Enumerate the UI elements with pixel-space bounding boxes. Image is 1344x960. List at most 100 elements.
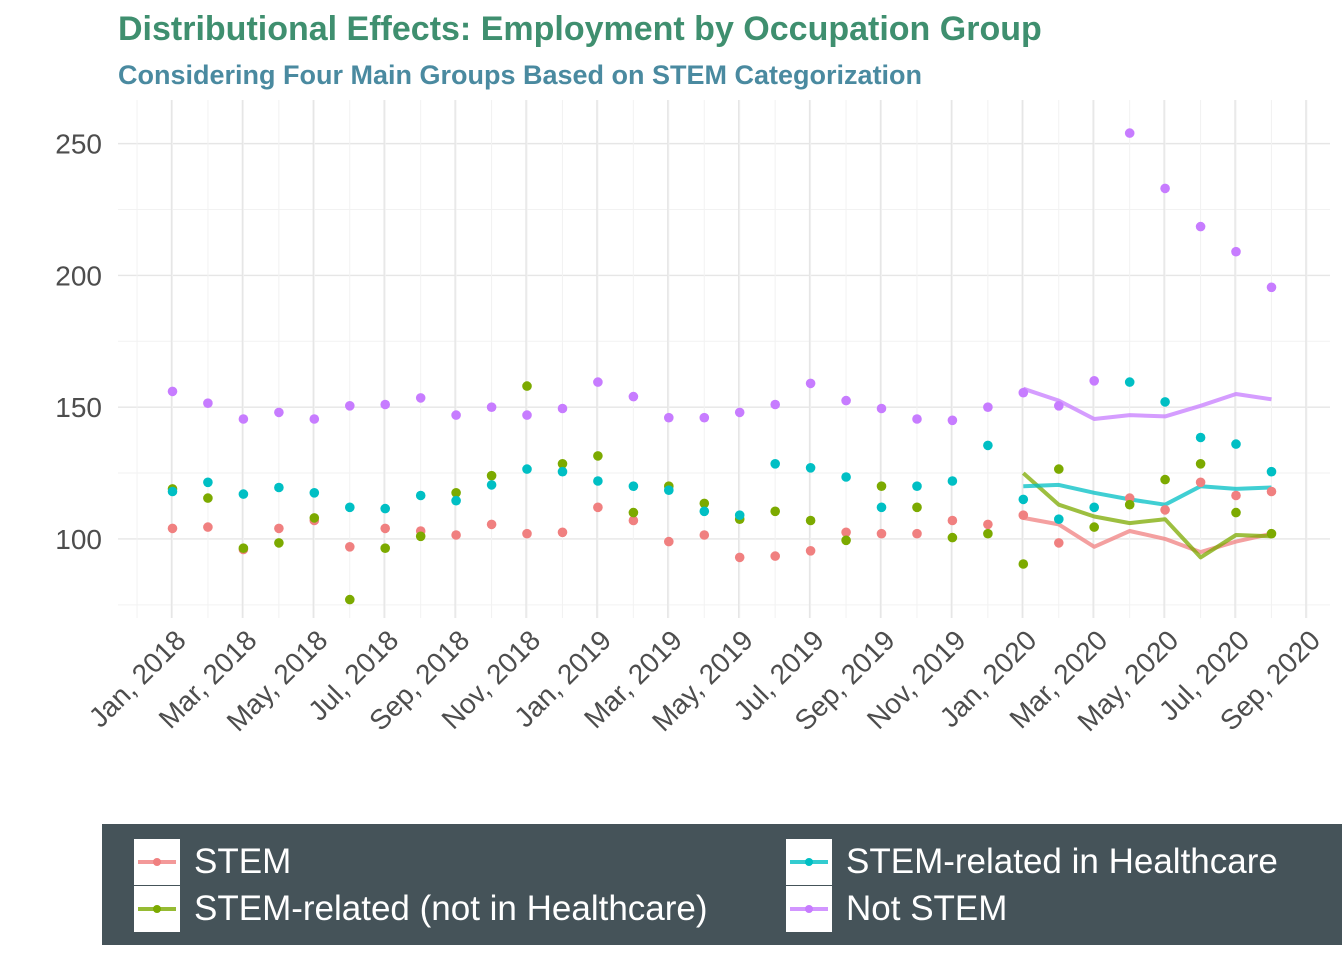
data-point	[983, 402, 993, 413]
data-point	[380, 503, 391, 514]
data-point	[1266, 466, 1277, 477]
data-point	[593, 451, 603, 461]
data-point	[983, 440, 993, 451]
data-point	[1054, 538, 1064, 548]
data-point	[805, 546, 816, 556]
y-tick-label: 150	[55, 392, 102, 423]
data-point	[1018, 559, 1029, 569]
data-point	[203, 477, 213, 488]
data-point	[593, 476, 603, 486]
data-point	[1195, 459, 1206, 469]
data-point	[876, 528, 887, 539]
data-point	[203, 522, 213, 532]
series-line	[1021, 471, 1272, 560]
data-point	[451, 488, 461, 498]
data-point	[805, 463, 816, 473]
legend-item-stem-related-healthcare: STEM-related in Healthcare	[786, 839, 1278, 885]
data-point	[1266, 528, 1277, 539]
legend-label-stem: STEM	[194, 842, 292, 881]
data-point	[770, 459, 780, 469]
legend-key-stem-related-healthcare	[786, 839, 832, 885]
data-point	[522, 464, 532, 474]
data-point	[557, 527, 568, 538]
legend-label-not-stem: Not STEM	[846, 889, 1008, 928]
data-point	[309, 488, 320, 498]
y-tick-label: 200	[55, 260, 102, 291]
data-point	[1018, 494, 1029, 505]
data-point	[841, 472, 851, 482]
legend-item-stem-related-not-healthcare: STEM-related (not in Healthcare)	[134, 886, 708, 932]
chart-subtitle: Considering Four Main Groups Based on ST…	[118, 60, 923, 90]
data-point	[1054, 464, 1064, 474]
data-point	[1089, 522, 1099, 532]
data-point	[983, 519, 993, 530]
data-point	[345, 542, 355, 552]
data-point	[983, 528, 993, 539]
data-point	[593, 502, 603, 513]
data-point	[345, 401, 355, 411]
data-point	[876, 403, 887, 414]
data-point	[947, 415, 958, 426]
data-point	[1231, 439, 1241, 449]
data-point	[522, 381, 532, 391]
data-point	[770, 399, 780, 410]
data-point	[309, 513, 320, 523]
data-point	[699, 530, 710, 540]
data-point	[805, 515, 816, 526]
data-point	[1231, 507, 1241, 518]
y-tick-label: 250	[55, 129, 102, 160]
data-point	[1018, 387, 1029, 398]
data-point	[664, 536, 674, 547]
data-point	[522, 528, 532, 539]
data-point	[345, 594, 355, 605]
data-point	[486, 480, 497, 490]
data-point	[415, 490, 426, 501]
data-point	[1124, 377, 1135, 387]
data-point	[309, 414, 320, 424]
data-point	[628, 391, 639, 402]
data-point	[1266, 486, 1277, 497]
data-point	[1124, 499, 1135, 510]
data-point	[167, 486, 178, 497]
data-point	[912, 528, 922, 539]
data-point	[947, 515, 958, 526]
data-point	[486, 470, 497, 481]
data-point	[274, 482, 284, 493]
data-point	[557, 466, 568, 477]
data-point	[1124, 128, 1135, 138]
data-point	[451, 410, 461, 420]
data-point	[593, 377, 603, 387]
data-point	[841, 527, 851, 538]
data-point	[628, 515, 639, 526]
data-point	[1195, 221, 1206, 232]
data-point	[203, 493, 213, 503]
series-line	[1023, 482, 1272, 507]
data-point	[628, 481, 639, 492]
data-point	[805, 378, 816, 389]
y-tick-label: 100	[55, 524, 102, 555]
data-point	[274, 523, 284, 534]
data-point	[1160, 183, 1170, 194]
data-point	[947, 532, 958, 543]
data-point	[522, 410, 532, 420]
data-point	[841, 395, 851, 406]
data-point	[557, 403, 568, 414]
data-point	[734, 552, 745, 563]
data-point	[912, 481, 922, 492]
chart-title: Distributional Effects: Employment by Oc…	[118, 10, 1042, 48]
data-point	[380, 543, 391, 553]
data-point	[415, 393, 426, 403]
data-point	[486, 519, 497, 530]
data-point	[699, 412, 710, 423]
legend-key-stem	[134, 839, 180, 885]
data-point	[167, 523, 178, 534]
data-point	[1089, 502, 1099, 513]
data-point	[345, 502, 355, 513]
legend: STEM STEM-related (not in Healthcare) ST…	[102, 824, 1342, 945]
data-point	[380, 399, 391, 410]
data-point	[238, 414, 249, 424]
data-point	[628, 507, 639, 518]
data-point	[1089, 376, 1099, 386]
data-point	[699, 498, 710, 509]
